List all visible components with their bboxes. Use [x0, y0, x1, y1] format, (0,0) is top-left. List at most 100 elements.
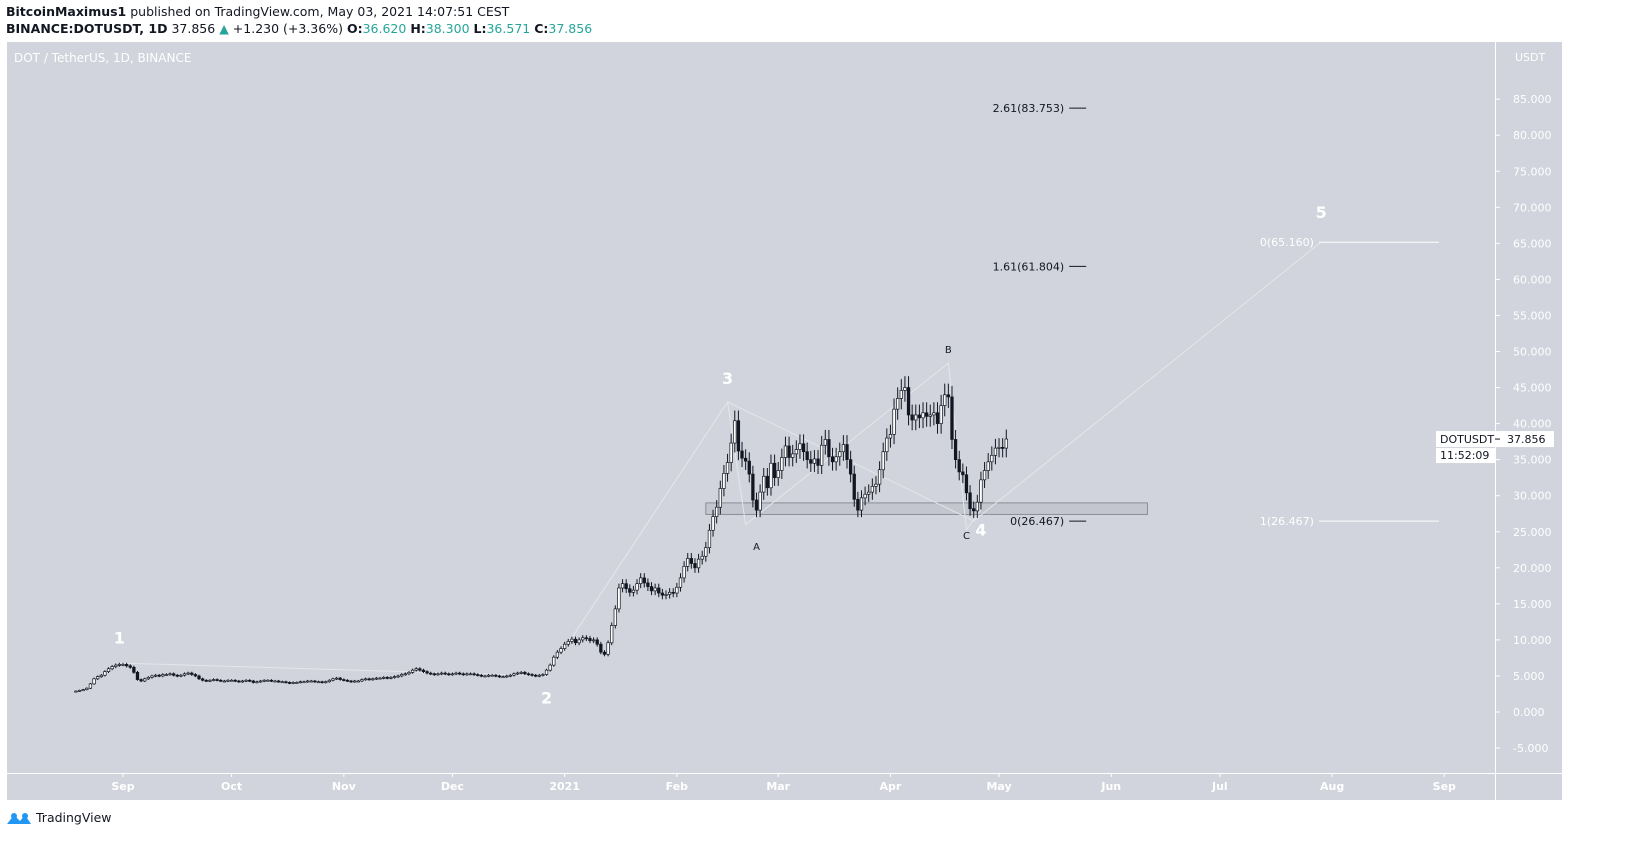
candle [219, 679, 223, 682]
candle [798, 443, 802, 450]
low-value: 36.571 [486, 21, 531, 36]
candle [816, 458, 820, 466]
candle [566, 640, 570, 645]
candle [439, 672, 444, 675]
candle [103, 671, 107, 676]
candle [334, 677, 339, 680]
candle [624, 583, 628, 590]
candle [85, 687, 89, 690]
candle [700, 555, 704, 560]
y-tick-label: 20.000 [1513, 562, 1552, 575]
candle [153, 674, 158, 677]
candle [747, 460, 751, 475]
candle [827, 439, 831, 458]
candle [953, 439, 958, 461]
candle [1001, 447, 1005, 449]
x-tick-label: Sep [111, 780, 134, 793]
candle [280, 681, 284, 684]
candle [458, 672, 462, 675]
candle [320, 681, 324, 684]
open-label: O: [346, 21, 363, 36]
author-name[interactable]: BitcoinMaximus1 [6, 4, 127, 19]
y-tick-label: 25.000 [1513, 526, 1552, 539]
candle [501, 676, 505, 679]
y-tick-label: 40.000 [1513, 418, 1552, 431]
candle [867, 491, 871, 495]
candle [143, 678, 147, 682]
candle [881, 451, 885, 471]
candle [859, 497, 864, 511]
candle [776, 470, 780, 479]
candle [946, 394, 951, 398]
candle [725, 462, 730, 474]
candle [414, 668, 418, 671]
candle [443, 672, 447, 675]
candle [577, 639, 581, 644]
symbol-tag [1436, 431, 1495, 448]
x-tick-label: Jun [1100, 780, 1121, 793]
candle [715, 506, 719, 517]
candle [327, 679, 331, 683]
candle [801, 443, 806, 453]
candle [338, 677, 342, 680]
y-tick-label: 10.000 [1513, 634, 1552, 647]
abc-label: C [963, 531, 970, 542]
candle [515, 672, 520, 675]
candle [968, 492, 972, 510]
footer: TradingView [6, 810, 112, 825]
currency-label: USDT [1515, 51, 1546, 64]
candle [610, 625, 614, 644]
candle [215, 679, 219, 681]
candle [291, 682, 295, 684]
candle [92, 678, 96, 685]
wave-label: 5 [1316, 203, 1327, 222]
x-tick-label: Sep [1433, 780, 1456, 793]
candle [823, 439, 827, 446]
candle [298, 681, 303, 684]
tradingview-brand[interactable]: TradingView [36, 810, 112, 825]
y-tick-label: -5.000 [1513, 742, 1548, 755]
x-tick-label: Mar [766, 780, 790, 793]
candle [809, 459, 813, 464]
x-tick-label: Oct [221, 780, 242, 793]
candle [743, 457, 748, 462]
candle [237, 680, 241, 683]
candle [229, 679, 234, 682]
candle [856, 498, 860, 511]
candle [193, 674, 198, 677]
candle [186, 672, 190, 675]
y-tick-label: 55.000 [1513, 309, 1552, 322]
x-tick-label: 2021 [549, 780, 580, 793]
candle [135, 671, 140, 680]
price-chart[interactable]: DOT / TetherUS, 1D, BINANCE USDT 85.000 80.… [0, 0, 1627, 805]
candle [407, 671, 411, 675]
candle [718, 488, 722, 508]
candle [476, 674, 480, 676]
x-tick-label: Feb [666, 780, 689, 793]
candle [693, 563, 697, 569]
candle [939, 405, 943, 424]
candle [523, 671, 527, 675]
candle [928, 414, 932, 417]
candle [635, 583, 639, 591]
candle [537, 674, 541, 677]
abc-label: B [945, 345, 952, 356]
candle [208, 679, 212, 682]
candle [139, 679, 143, 682]
candle [447, 673, 451, 676]
candle [450, 673, 455, 676]
publish-text: published on TradingView.com, May 03, 20… [130, 4, 510, 19]
candle [649, 586, 654, 592]
candle [787, 445, 791, 458]
candle [479, 674, 484, 677]
candle [114, 664, 118, 667]
x-tick-label: Jul [1211, 780, 1228, 793]
candle [639, 577, 643, 585]
candle [110, 666, 114, 670]
candle [117, 664, 122, 666]
candle [385, 677, 389, 679]
candle [226, 679, 230, 682]
candle [161, 674, 165, 677]
candle [584, 637, 589, 640]
candle [722, 472, 726, 489]
